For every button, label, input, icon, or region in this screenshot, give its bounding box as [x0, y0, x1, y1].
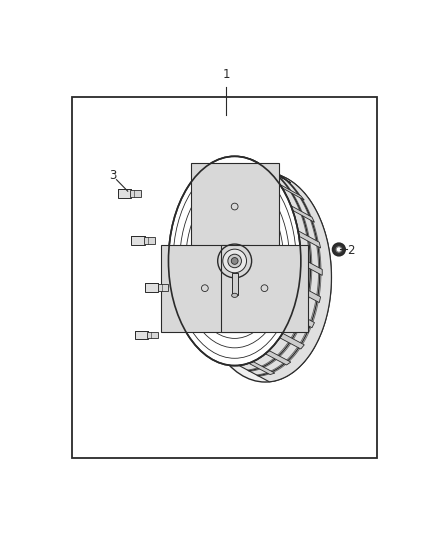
Polygon shape: [301, 258, 322, 276]
Circle shape: [336, 247, 342, 252]
Circle shape: [333, 244, 345, 255]
Circle shape: [223, 249, 247, 273]
Ellipse shape: [199, 173, 332, 382]
Bar: [158, 284, 169, 291]
Bar: [144, 237, 155, 244]
Polygon shape: [249, 159, 275, 172]
Circle shape: [228, 254, 241, 268]
Polygon shape: [265, 168, 291, 183]
Polygon shape: [239, 157, 332, 382]
FancyBboxPatch shape: [161, 245, 249, 332]
Bar: [72, 97, 377, 458]
Polygon shape: [298, 286, 321, 303]
Bar: [232, 273, 238, 295]
FancyBboxPatch shape: [221, 245, 308, 332]
Polygon shape: [298, 231, 321, 248]
Bar: [131, 236, 145, 245]
Circle shape: [231, 257, 238, 264]
Bar: [134, 330, 148, 335]
Polygon shape: [265, 351, 291, 365]
Bar: [134, 330, 148, 339]
Bar: [145, 284, 158, 288]
Bar: [117, 189, 131, 193]
Bar: [148, 332, 158, 338]
Polygon shape: [279, 334, 304, 349]
Ellipse shape: [232, 293, 238, 297]
Bar: [117, 189, 131, 198]
Text: 3: 3: [110, 169, 117, 182]
Bar: [131, 190, 141, 197]
Text: 1: 1: [223, 68, 230, 80]
Polygon shape: [249, 362, 275, 375]
Bar: [145, 284, 158, 292]
Polygon shape: [279, 184, 304, 200]
Polygon shape: [291, 311, 314, 328]
Polygon shape: [291, 206, 314, 222]
Bar: [131, 236, 145, 240]
Ellipse shape: [169, 156, 301, 366]
FancyBboxPatch shape: [191, 163, 279, 250]
Text: 2: 2: [347, 244, 354, 257]
